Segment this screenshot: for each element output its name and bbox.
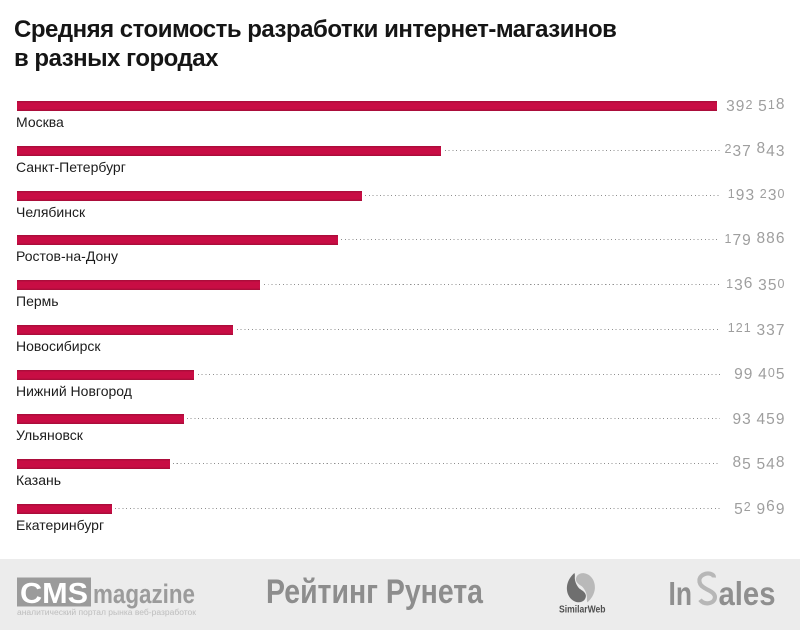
svg-text:ales: ales	[719, 575, 776, 612]
svg-text:SimilarWeb: SimilarWeb	[559, 605, 606, 616]
svg-text:CMS: CMS	[20, 578, 88, 610]
svg-text:In: In	[669, 575, 693, 612]
svg-text:magazine: magazine	[93, 579, 195, 609]
svg-text:аналитический портал рынка веб: аналитический портал рынка веб-разработо…	[17, 608, 197, 617]
svg-text:Рейтинг Рунета: Рейтинг Рунета	[266, 573, 484, 611]
